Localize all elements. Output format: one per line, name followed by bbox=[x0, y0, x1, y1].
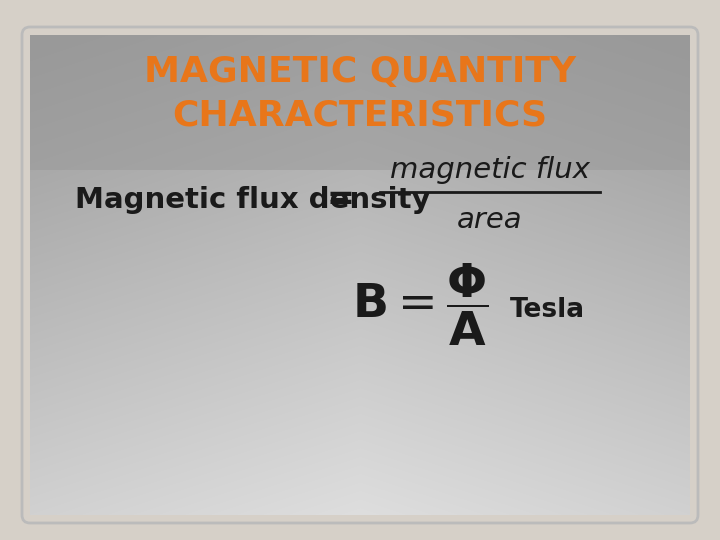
Text: Magnetic flux density: Magnetic flux density bbox=[75, 186, 431, 214]
Text: $\mathbf{B} = \dfrac{\mathbf{\Phi}}{\mathbf{A}}$: $\mathbf{B} = \dfrac{\mathbf{\Phi}}{\mat… bbox=[352, 261, 488, 348]
Text: Tesla: Tesla bbox=[510, 297, 585, 323]
Text: CHARACTERISTICS: CHARACTERISTICS bbox=[172, 98, 548, 132]
Text: MAGNETIC QUANTITY: MAGNETIC QUANTITY bbox=[144, 55, 576, 89]
Text: magnetic flux: magnetic flux bbox=[390, 156, 590, 184]
FancyBboxPatch shape bbox=[30, 35, 690, 170]
Text: area: area bbox=[457, 206, 523, 234]
Text: =: = bbox=[326, 184, 354, 217]
